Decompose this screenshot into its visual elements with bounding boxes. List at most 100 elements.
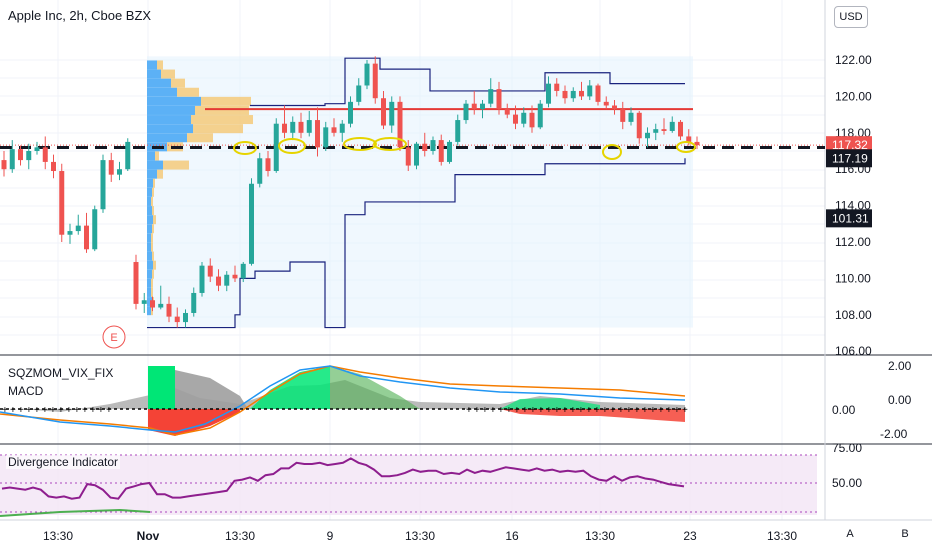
candle-body [455, 120, 461, 142]
candle-body [232, 274, 238, 279]
currency-selector[interactable]: USD [834, 6, 868, 28]
candle-body [174, 316, 180, 323]
volume-profile-bar-down [177, 87, 199, 97]
price-tick-label: 122.00 [835, 53, 872, 67]
candle-body [1, 160, 7, 170]
volume-profile-bar-up [147, 187, 152, 197]
squeeze-cross: + [66, 405, 72, 416]
candle-body [150, 300, 155, 308]
volume-profile-bar-down [191, 115, 253, 125]
squeeze-cross: + [58, 405, 64, 416]
candle-body [364, 63, 370, 86]
candle-body [141, 300, 147, 304]
candle-body [653, 129, 659, 133]
volume-profile-bar-down [153, 215, 156, 225]
candle-body [34, 147, 40, 151]
volume-profile-bar-up [147, 224, 152, 234]
candle-body [224, 274, 230, 286]
candle-body [678, 121, 683, 137]
highlight-ellipse [343, 137, 377, 151]
axes: 122.00120.00118.00116.00114.00112.00110.… [43, 53, 912, 543]
candle-body [537, 103, 543, 128]
squeeze-histogram-decline [330, 366, 420, 409]
candle-body [430, 140, 436, 151]
price-tag [826, 209, 872, 228]
annotation-circles: E [102, 137, 696, 349]
squeeze-cross: + [538, 405, 544, 416]
price-tick-label: 114.00 [835, 199, 871, 213]
squeeze-histogram-negative [0, 409, 240, 436]
candle-body [315, 120, 320, 148]
volume-profile-bar-up [147, 160, 163, 170]
candle-body [389, 101, 395, 126]
volume-profile-bar-down [195, 105, 249, 115]
candle-body [265, 158, 271, 172]
log-scale-button[interactable]: B [901, 528, 909, 540]
candle-body [331, 127, 337, 133]
candle-body [108, 160, 114, 175]
highlight-ellipse [602, 144, 622, 160]
squeeze-cross: + [634, 405, 640, 416]
volume-profile-bar-down [161, 69, 175, 79]
candle-body [488, 89, 494, 104]
squeeze-tick-label: -2.00 [880, 427, 908, 441]
volume-profile-bar-up [147, 133, 187, 143]
volume-profile-bar-up [147, 169, 157, 179]
volume-profile-bar-up [147, 278, 151, 288]
time-tick-label: Nov [137, 529, 160, 543]
price-tag-label: 117.32 [832, 138, 868, 152]
volume-profile-bar-up [147, 297, 152, 307]
divergence-band [0, 455, 817, 515]
volume-profile-bar-down [171, 78, 185, 88]
squeeze-cross: + [610, 405, 616, 416]
candle-body [133, 262, 139, 304]
candle-body [447, 141, 452, 162]
candle-body [240, 263, 246, 279]
squeeze-histogram-rise [250, 366, 330, 409]
highlight-ellipse [676, 141, 696, 153]
squeeze-cross: + [674, 405, 680, 416]
volume-profile-bar-down [152, 224, 154, 234]
squeeze-histogram-fade [175, 370, 248, 409]
candle-body [694, 141, 700, 146]
squeeze-cross: + [498, 405, 504, 416]
price-levels [0, 108, 825, 150]
price-tick-label: 106.00 [835, 344, 872, 358]
channel-upper-line [250, 57, 685, 107]
squeeze-cross: + [18, 405, 24, 416]
candle-body [306, 120, 312, 133]
squeeze-cross: + [10, 405, 16, 416]
earnings-marker [102, 325, 126, 349]
time-tick-label: 13:30 [43, 529, 73, 543]
candle-body [323, 127, 329, 148]
squeeze-histogram-negative-late [420, 409, 685, 422]
squeeze-cross: + [530, 405, 536, 416]
squeeze-cross: + [522, 405, 528, 416]
candle-body [603, 101, 609, 106]
squeeze-cross: + [618, 405, 624, 416]
candle-body [75, 225, 81, 232]
candle-body [183, 312, 188, 323]
candle-body [125, 141, 131, 170]
candle-body [669, 121, 675, 131]
candle-body [356, 85, 362, 102]
volume-profile-bar-up [147, 105, 195, 115]
squeeze-cross: + [98, 405, 104, 416]
divergence-tick-label: 50.00 [832, 476, 862, 490]
auto-scale-button[interactable]: A [846, 528, 854, 540]
candle-body [166, 303, 172, 317]
highlight-ellipse [233, 141, 257, 155]
candle-body [372, 63, 378, 99]
volume-profile-bar-down [151, 278, 153, 288]
candle-body [661, 129, 667, 131]
volume-profile-bar-up [147, 178, 153, 188]
candle-body [686, 136, 692, 142]
squeeze-cross: + [466, 405, 472, 416]
squeeze-cross: + [106, 405, 112, 416]
macd-line [0, 365, 686, 433]
squeeze-cross: + [602, 405, 608, 416]
candlesticks [1, 56, 700, 328]
squeeze-cross: + [490, 405, 496, 416]
price-tag-label: 117.19 [832, 151, 868, 165]
